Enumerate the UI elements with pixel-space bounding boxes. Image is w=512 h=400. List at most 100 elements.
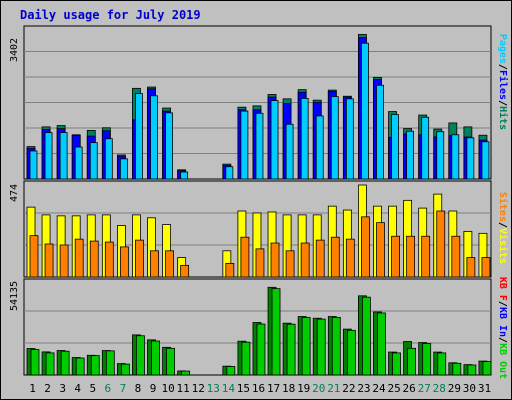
x-tick-label-day-16: 16: [252, 382, 265, 395]
bar-kb-out-day-28: [437, 352, 447, 376]
legend-entry: /: [497, 64, 508, 70]
bar-kb-out-day-20: [316, 318, 326, 376]
x-tick-label-day-14: 14: [222, 382, 236, 395]
bar-kb-out-day-15: [241, 341, 251, 376]
legend-kb: KB F/KB In/KB Out: [497, 277, 508, 379]
bar-kb-out-day-18: [286, 323, 296, 376]
bar-sites-day-23: [361, 216, 370, 278]
y-max-label: 3402: [9, 38, 20, 62]
bar-kb-out-day-23: [362, 296, 371, 376]
x-tick-label-day-10: 10: [161, 382, 174, 395]
bar-pages-day-4: [74, 146, 83, 180]
legend-entry: /: [497, 337, 508, 343]
legend-entry: Hits: [497, 106, 509, 130]
bar-pages-day-22: [345, 98, 354, 180]
bar-kb-out-day-1: [30, 349, 40, 376]
bar-sites-day-21: [330, 236, 340, 278]
x-tick-label-day-2: 2: [44, 382, 51, 395]
panel-visits-sites: 474: [9, 180, 492, 278]
x-tick-label-day-20: 20: [312, 382, 325, 395]
x-tick-label-day-15: 15: [237, 382, 250, 395]
bar-sites-day-8: [135, 239, 144, 278]
bar-sites-day-15: [240, 236, 250, 278]
bar-kb-out-day-10: [166, 347, 175, 376]
bar-pages-day-16: [255, 112, 264, 180]
legend-entry: /: [497, 301, 508, 307]
bar-kb-out-day-5: [90, 355, 100, 376]
x-tick-label-day-1: 1: [29, 382, 36, 395]
bar-pages-day-1: [29, 150, 38, 180]
y-max-label: 54135: [9, 281, 20, 311]
bar-sites-day-28: [436, 210, 446, 278]
bar-pages-day-31: [481, 141, 490, 180]
legend-entry: Files: [497, 70, 509, 100]
bar-pages-day-10: [165, 112, 173, 180]
bar-pages-day-5: [89, 142, 98, 180]
bar-sites-day-11: [180, 264, 190, 278]
legend-entry: KB Out: [497, 343, 508, 379]
bar-sites-day-29: [451, 235, 461, 278]
x-tick-label-day-11: 11: [177, 382, 190, 395]
x-tick-label-day-28: 28: [433, 382, 446, 395]
x-tick-label-day-7: 7: [120, 382, 127, 395]
x-tick-label-day-8: 8: [135, 382, 142, 395]
bar-sites-day-19: [300, 242, 310, 278]
bar-pages-day-21: [330, 96, 339, 180]
x-tick-label-day-24: 24: [372, 382, 386, 395]
bar-kb-out-day-25: [392, 352, 401, 376]
bar-sites-day-4: [74, 238, 84, 278]
bar-pages-day-9: [150, 95, 158, 180]
bar-pages-day-20: [315, 115, 324, 180]
bar-pages-day-18: [285, 123, 294, 180]
legend-entry: Visits: [497, 228, 509, 264]
x-tick-label-day-18: 18: [282, 382, 295, 395]
bar-pages-day-7: [119, 158, 128, 180]
x-tick-label-day-31: 31: [478, 382, 491, 395]
legend-entry: /: [497, 222, 508, 228]
bar-kb-out-day-22: [346, 329, 356, 376]
bar-pages-day-27: [421, 116, 430, 180]
bar-kb-out-day-3: [60, 350, 70, 376]
x-tick-label-day-27: 27: [418, 382, 431, 395]
bar-pages-day-26: [406, 130, 415, 180]
bar-kb-out-day-14: [226, 366, 236, 376]
bar-sites-day-18: [285, 250, 295, 278]
bar-sites-day-30: [466, 257, 476, 278]
x-tick-label-day-5: 5: [89, 382, 96, 395]
bar-sites-day-17: [270, 242, 280, 278]
bar-kb-out-day-2: [45, 352, 55, 376]
bar-pages-day-28: [436, 131, 445, 180]
bar-pages-day-25: [391, 114, 399, 180]
bar-kb-out-day-27: [422, 343, 432, 376]
bar-pages-day-3: [59, 132, 68, 180]
legend-entry: KB In: [497, 307, 508, 337]
bar-kb-out-day-26: [407, 347, 417, 376]
bar-sites-day-25: [391, 235, 400, 278]
legend-visits-sites: Sites/Visits: [497, 192, 509, 264]
bar-sites-day-1: [29, 235, 39, 278]
x-tick-label-day-13: 13: [207, 382, 220, 395]
bar-sites-day-24: [376, 222, 385, 278]
bar-pages-day-17: [270, 100, 279, 180]
bar-sites-day-5: [89, 240, 99, 278]
bar-kb-out-day-31: [482, 361, 492, 376]
chart-title: Daily usage for July 2019: [20, 8, 201, 22]
x-tick-label-day-26: 26: [403, 382, 416, 395]
legend-hits-files-pages: Pages/Files/Hits: [497, 34, 509, 130]
bar-sites-day-2: [44, 243, 54, 278]
bar-kb-out-day-6: [105, 350, 115, 376]
x-tick-label-day-12: 12: [192, 382, 205, 395]
bar-pages-day-11: [180, 171, 189, 180]
x-tick-label-day-25: 25: [387, 382, 400, 395]
bar-sites-day-9: [150, 250, 159, 278]
legend-entry: Sites: [497, 192, 509, 222]
bar-pages-day-24: [376, 84, 384, 180]
bar-sites-day-10: [165, 250, 174, 278]
x-tick-label-day-30: 30: [463, 382, 476, 395]
x-tick-label-day-3: 3: [59, 382, 66, 395]
bar-kb-out-day-19: [301, 317, 311, 376]
x-tick-label-day-29: 29: [448, 382, 461, 395]
bar-kb-out-day-17: [271, 288, 281, 376]
panel-kbin-kbout: 54135: [9, 278, 492, 376]
bar-kb-out-day-24: [377, 312, 386, 376]
